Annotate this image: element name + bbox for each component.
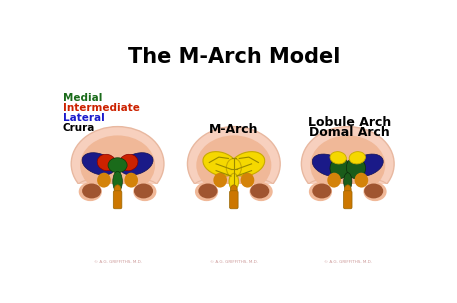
Text: Crura: Crura xyxy=(63,123,95,133)
Ellipse shape xyxy=(248,180,277,205)
Ellipse shape xyxy=(310,135,385,195)
FancyBboxPatch shape xyxy=(229,191,238,209)
Ellipse shape xyxy=(241,173,254,188)
Ellipse shape xyxy=(213,173,227,188)
Ellipse shape xyxy=(124,173,138,188)
Ellipse shape xyxy=(250,182,273,201)
Ellipse shape xyxy=(362,180,391,205)
Ellipse shape xyxy=(187,127,280,201)
Ellipse shape xyxy=(132,180,160,205)
Text: Lobule Arch: Lobule Arch xyxy=(308,116,391,129)
Ellipse shape xyxy=(364,184,383,198)
Ellipse shape xyxy=(197,135,271,195)
Ellipse shape xyxy=(363,182,387,201)
Text: Intermediate: Intermediate xyxy=(63,103,139,113)
Ellipse shape xyxy=(97,173,111,188)
Ellipse shape xyxy=(203,152,238,176)
Ellipse shape xyxy=(226,158,241,178)
FancyBboxPatch shape xyxy=(113,191,122,209)
Ellipse shape xyxy=(82,184,101,198)
Ellipse shape xyxy=(74,180,103,205)
Ellipse shape xyxy=(344,185,351,194)
Text: © A.G. GRIFFITHS, M.D.: © A.G. GRIFFITHS, M.D. xyxy=(210,260,258,264)
Ellipse shape xyxy=(133,182,156,201)
Ellipse shape xyxy=(134,184,153,198)
Text: © A.G. GRIFFITHS, M.D.: © A.G. GRIFFITHS, M.D. xyxy=(324,260,372,264)
Ellipse shape xyxy=(80,135,155,195)
Text: Domal Arch: Domal Arch xyxy=(309,126,390,139)
Ellipse shape xyxy=(119,154,138,171)
Text: © A.G. GRIFFITHS, M.D.: © A.G. GRIFFITHS, M.D. xyxy=(94,260,142,264)
Ellipse shape xyxy=(330,152,346,164)
Ellipse shape xyxy=(349,152,366,164)
Ellipse shape xyxy=(330,157,349,179)
Ellipse shape xyxy=(344,173,352,190)
Ellipse shape xyxy=(120,153,153,175)
Ellipse shape xyxy=(97,154,116,171)
Ellipse shape xyxy=(195,182,218,201)
Ellipse shape xyxy=(305,180,334,205)
Ellipse shape xyxy=(312,154,345,176)
Bar xyxy=(183,184,285,225)
Ellipse shape xyxy=(79,182,102,201)
Bar xyxy=(183,184,285,225)
Ellipse shape xyxy=(191,180,219,205)
Text: Medial: Medial xyxy=(63,93,102,103)
Ellipse shape xyxy=(309,182,332,201)
Text: The M-Arch Model: The M-Arch Model xyxy=(128,47,340,67)
Bar xyxy=(297,184,399,225)
Ellipse shape xyxy=(229,173,239,190)
Ellipse shape xyxy=(114,185,121,194)
Ellipse shape xyxy=(108,158,127,173)
Text: M-Arch: M-Arch xyxy=(209,123,259,136)
Bar xyxy=(66,184,169,225)
Ellipse shape xyxy=(198,184,218,198)
Ellipse shape xyxy=(113,171,122,192)
Ellipse shape xyxy=(351,154,383,176)
Ellipse shape xyxy=(82,153,115,175)
Ellipse shape xyxy=(327,173,341,188)
Ellipse shape xyxy=(230,152,265,176)
Ellipse shape xyxy=(312,184,331,198)
Ellipse shape xyxy=(71,127,164,201)
Ellipse shape xyxy=(346,157,366,179)
Bar xyxy=(297,184,399,225)
Ellipse shape xyxy=(230,185,237,194)
Ellipse shape xyxy=(301,127,394,201)
Text: Lateral: Lateral xyxy=(63,113,104,123)
Bar xyxy=(66,184,169,225)
Ellipse shape xyxy=(355,173,368,188)
FancyBboxPatch shape xyxy=(344,191,352,209)
Ellipse shape xyxy=(250,184,269,198)
